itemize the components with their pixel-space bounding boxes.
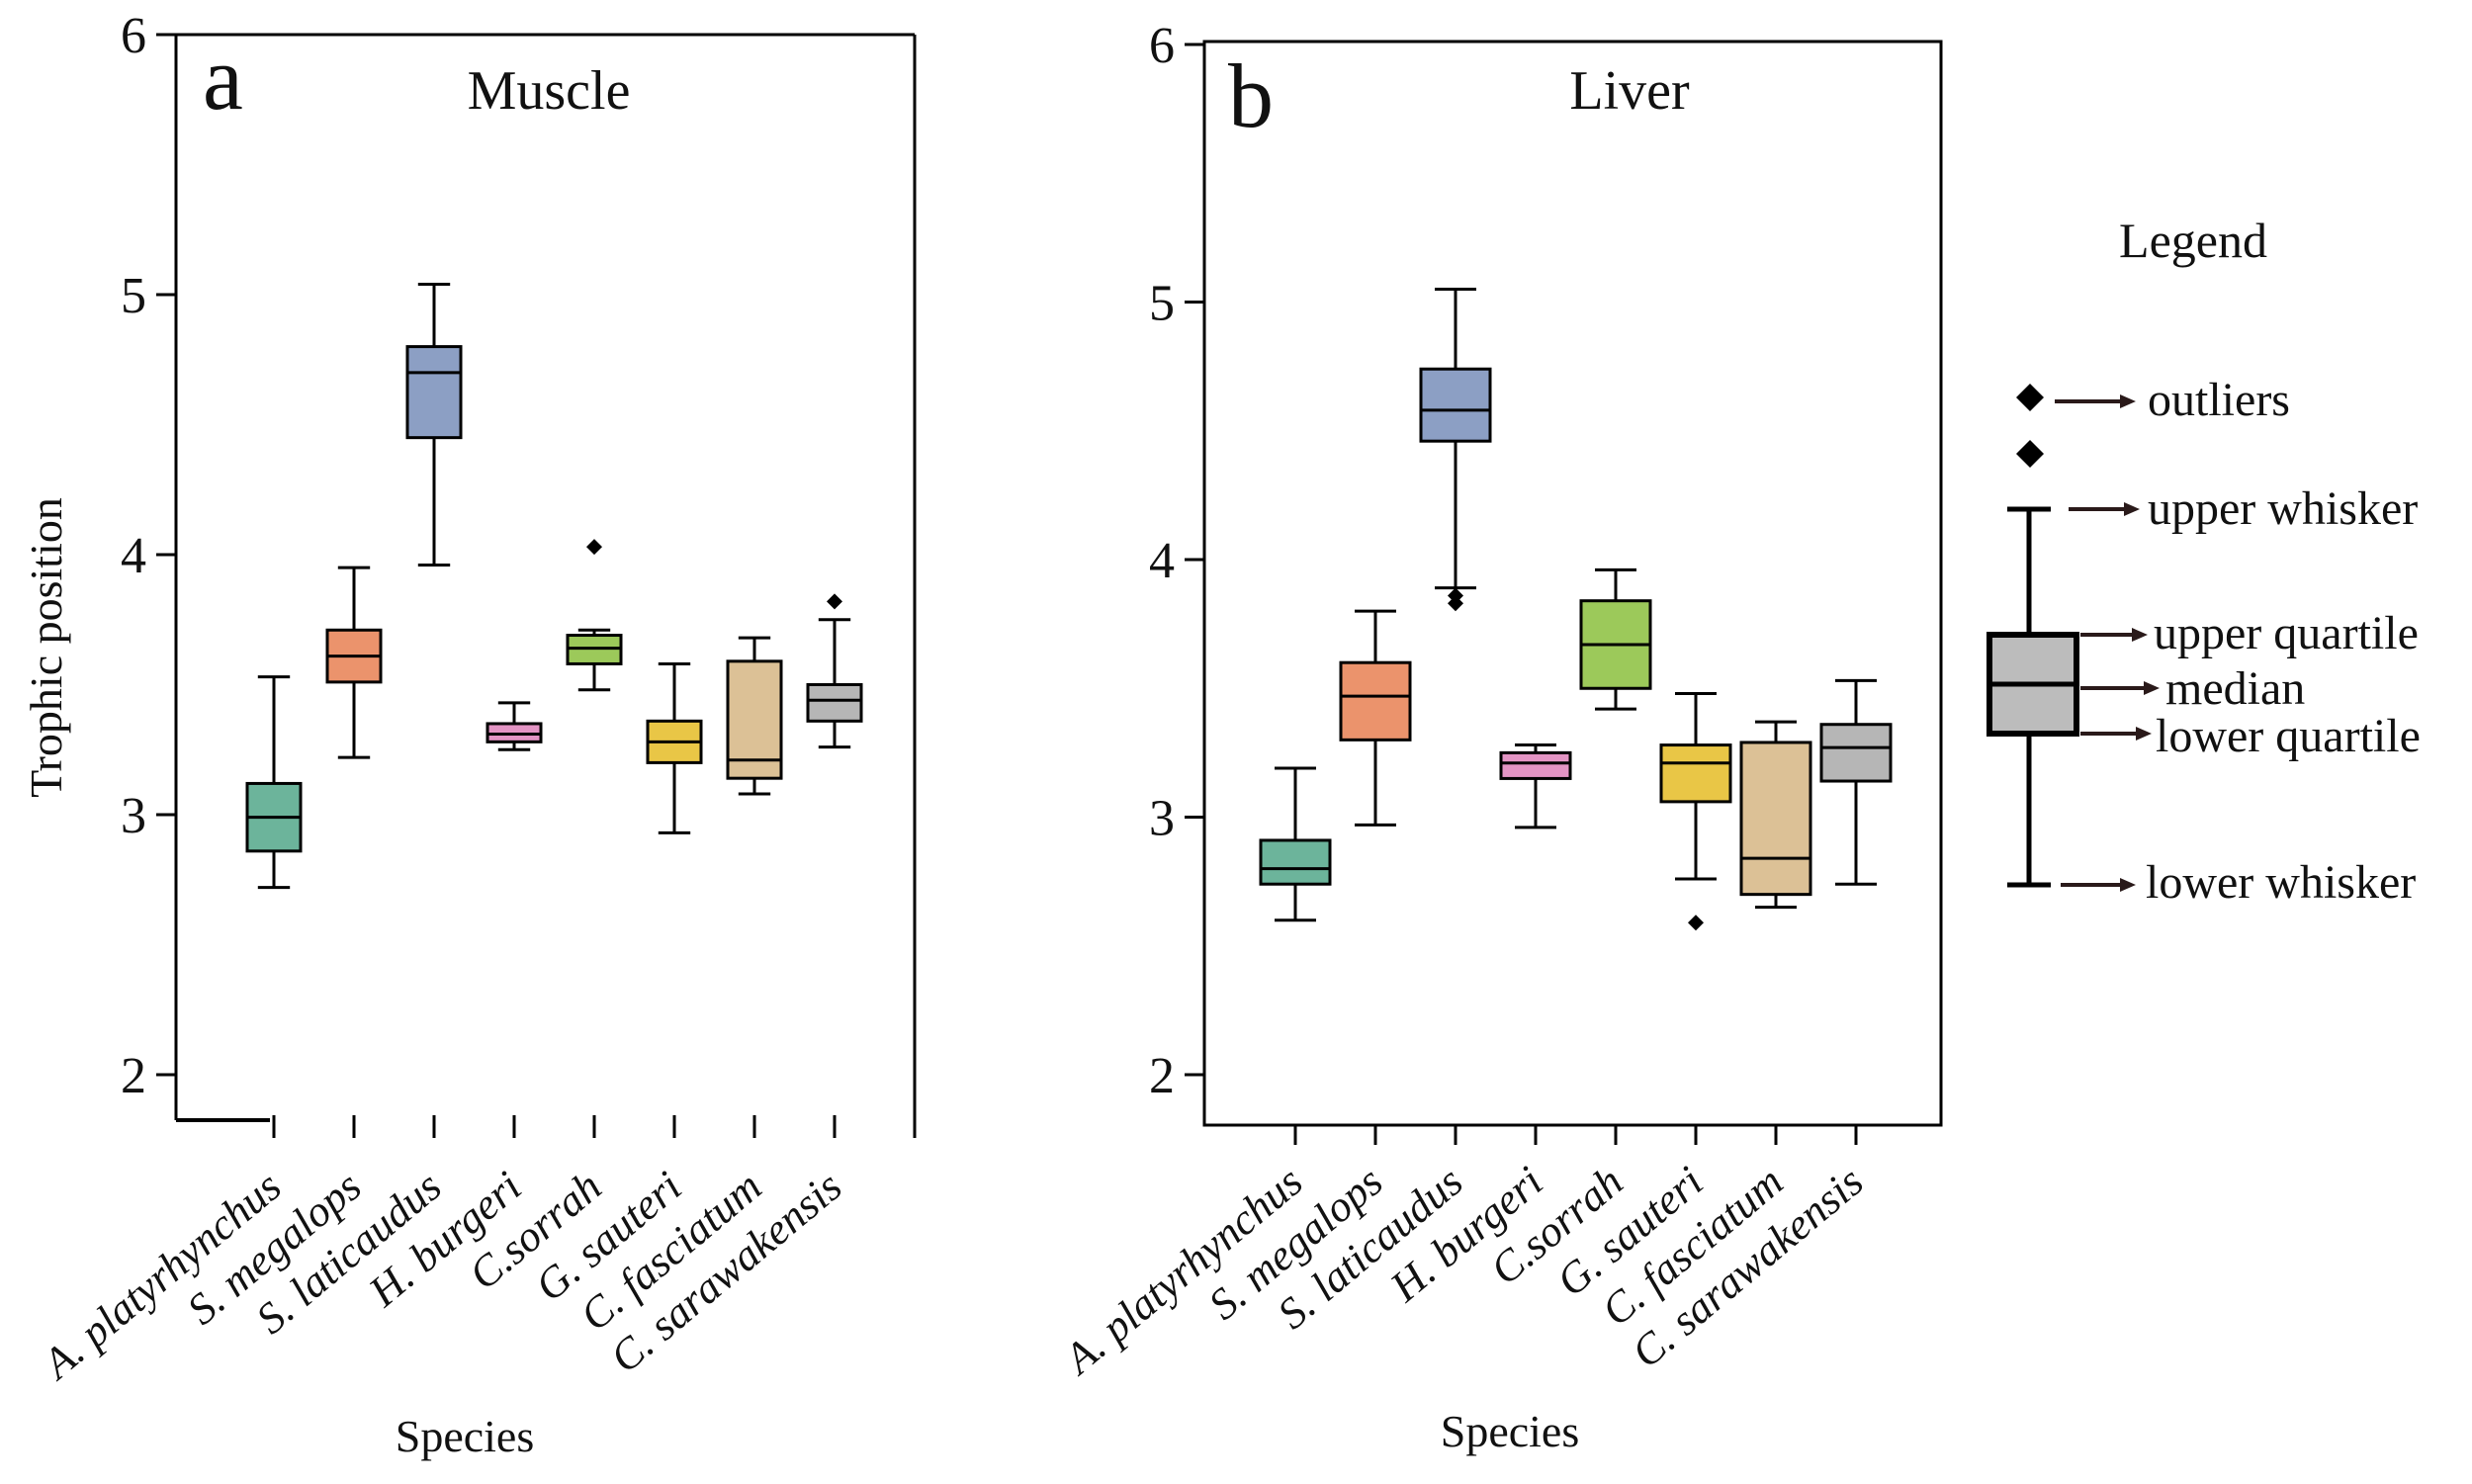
- box-c-fasciatum: [1739, 720, 1812, 910]
- x-axis-title: Species: [1441, 1406, 1580, 1456]
- legend-label-lower-quartile: lower quartile: [2156, 710, 2421, 762]
- iqr-box: [1499, 750, 1572, 780]
- panel-title: Muscle: [468, 60, 631, 122]
- legend-label-median: median: [2165, 662, 2305, 715]
- box-a-platyrhynchus: [245, 675, 303, 890]
- box-s-laticaudus: [1419, 287, 1492, 612]
- legend-label-upper-whisker: upper whisker: [2148, 482, 2418, 535]
- y-tick-label: 2: [121, 1048, 146, 1104]
- box-c-sorrah: [1579, 567, 1652, 711]
- legend-title: Legend: [2119, 213, 2267, 268]
- panel-title: Liver: [1569, 60, 1690, 122]
- box-a-platyrhynchus: [1259, 766, 1332, 922]
- box-h-burgeri: [1499, 743, 1572, 829]
- y-axis-title: Trophic position: [21, 497, 71, 798]
- outlier-marker: [586, 539, 602, 556]
- box-c-sorrah: [566, 539, 623, 692]
- y-tick-label: 2: [1149, 1048, 1175, 1104]
- y-tick-label: 4: [1149, 533, 1175, 589]
- iqr-box: [1339, 660, 1412, 742]
- iqr-box: [1739, 741, 1812, 897]
- y-tick-label: 5: [121, 268, 146, 324]
- y-tick-label: 4: [121, 528, 146, 584]
- legend-label-outliers: outliers: [2148, 374, 2290, 426]
- box-s-megalops: [1339, 609, 1412, 827]
- box-plot-legend: Legend outliers upper whisker upper quar…: [1986, 213, 2421, 909]
- legend-label-upper-quartile: upper quartile: [2154, 607, 2419, 659]
- box-h-burgeri: [486, 701, 543, 751]
- legend-label-lower-whisker: lower whisker: [2146, 856, 2416, 909]
- box-c-fasciatum: [726, 636, 783, 796]
- panel-letter: a: [203, 28, 243, 129]
- box-c-sarawakensis: [1819, 678, 1893, 886]
- outlier-marker: [827, 593, 842, 610]
- x-axis-title: Species: [396, 1411, 535, 1461]
- plot-frame: [1202, 40, 1943, 1127]
- y-tick-label: 5: [1149, 276, 1175, 332]
- iqr-box: [1659, 743, 1732, 804]
- legend-outlier-marker: [2016, 384, 2044, 411]
- iqr-box: [806, 683, 863, 723]
- iqr-box: [405, 345, 463, 440]
- outlier-marker: [1688, 915, 1704, 931]
- y-tick-label: 6: [1149, 18, 1175, 74]
- panel-letter: b: [1228, 45, 1274, 146]
- box-s-megalops: [325, 566, 383, 759]
- iqr-box: [1819, 723, 1893, 783]
- y-tick-label: 3: [1149, 791, 1175, 847]
- box-g-sauteri: [1659, 691, 1732, 931]
- legend-outlier-marker: [2016, 440, 2044, 468]
- box-g-sauteri: [646, 661, 703, 834]
- box-s-laticaudus: [405, 282, 463, 567]
- box-c-sarawakensis: [806, 593, 863, 749]
- legend-arrows: [2055, 394, 2160, 892]
- iqr-box: [1259, 838, 1332, 886]
- y-tick-label: 6: [121, 8, 146, 64]
- iqr-box: [1419, 367, 1492, 443]
- y-tick-label: 3: [121, 788, 146, 844]
- outlier-marker: [1448, 595, 1463, 612]
